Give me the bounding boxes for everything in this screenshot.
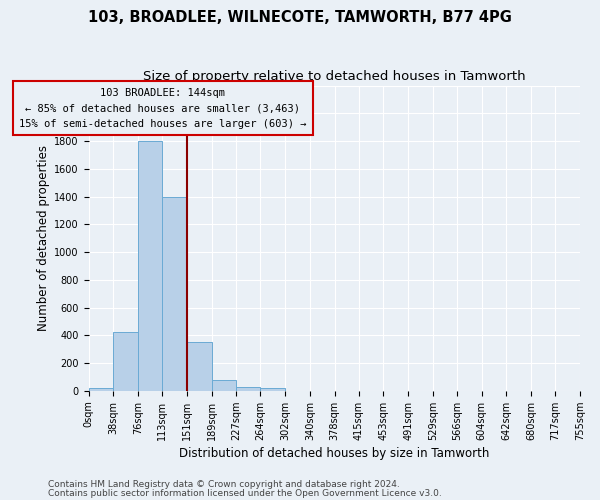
Y-axis label: Number of detached properties: Number of detached properties	[37, 145, 50, 331]
X-axis label: Distribution of detached houses by size in Tamworth: Distribution of detached houses by size …	[179, 447, 490, 460]
Bar	[212, 380, 236, 391]
Text: 103 BROADLEE: 144sqm
← 85% of detached houses are smaller (3,463)
15% of semi-de: 103 BROADLEE: 144sqm ← 85% of detached h…	[19, 88, 307, 129]
Bar	[236, 388, 260, 391]
Bar	[260, 388, 285, 391]
Text: 103, BROADLEE, WILNECOTE, TAMWORTH, B77 4PG: 103, BROADLEE, WILNECOTE, TAMWORTH, B77 …	[88, 10, 512, 25]
Bar	[138, 141, 162, 391]
Text: Contains public sector information licensed under the Open Government Licence v3: Contains public sector information licen…	[48, 488, 442, 498]
Title: Size of property relative to detached houses in Tamworth: Size of property relative to detached ho…	[143, 70, 526, 83]
Bar	[162, 196, 187, 391]
Bar	[187, 342, 212, 391]
Bar	[113, 332, 138, 391]
Bar	[89, 388, 113, 391]
Text: Contains HM Land Registry data © Crown copyright and database right 2024.: Contains HM Land Registry data © Crown c…	[48, 480, 400, 489]
